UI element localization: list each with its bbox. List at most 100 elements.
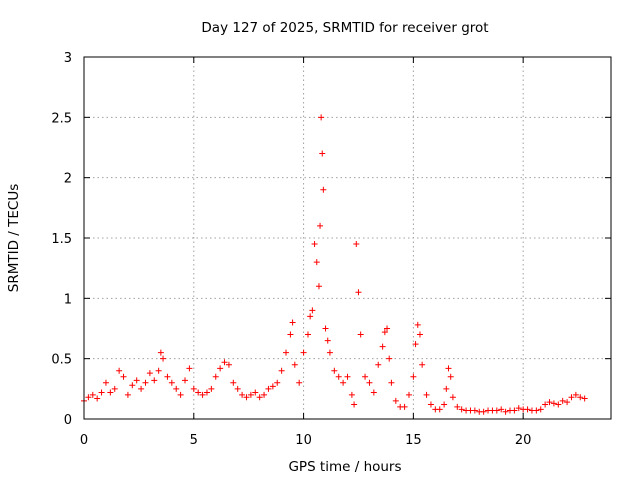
data-point — [155, 367, 162, 374]
data-point — [515, 405, 522, 412]
data-point — [186, 365, 193, 372]
data-point — [326, 349, 333, 356]
data-point — [278, 367, 285, 374]
data-point — [436, 406, 443, 413]
data-point — [564, 399, 571, 406]
data-point — [230, 379, 237, 386]
x-tick-label: 0 — [80, 433, 88, 448]
data-point — [304, 331, 311, 338]
data-point — [208, 385, 215, 392]
data-point — [443, 385, 450, 392]
y-tick-label: 0.5 — [51, 353, 72, 368]
data-point — [414, 321, 421, 328]
data-point — [252, 389, 259, 396]
data-point — [480, 408, 487, 415]
data-point — [116, 367, 123, 374]
data-point — [401, 403, 408, 410]
data-point — [265, 385, 272, 392]
data-point — [173, 385, 180, 392]
data-point — [419, 361, 426, 368]
data-point — [384, 325, 391, 332]
data-point — [577, 394, 584, 401]
data-point — [410, 373, 417, 380]
data-point — [572, 391, 579, 398]
data-point — [546, 399, 553, 406]
data-point — [164, 373, 171, 380]
data-point — [243, 394, 250, 401]
y-tick-label: 1 — [64, 292, 72, 307]
data-point — [348, 391, 355, 398]
data-point — [533, 407, 540, 414]
data-point — [441, 401, 448, 408]
data-point — [320, 186, 327, 193]
data-point — [331, 367, 338, 374]
x-tick-label: 5 — [190, 433, 198, 448]
data-point — [129, 382, 136, 389]
data-point — [351, 401, 358, 408]
data-point — [234, 385, 241, 392]
data-point — [98, 389, 105, 396]
data-point — [366, 379, 373, 386]
data-point — [283, 349, 290, 356]
data-point — [157, 349, 164, 356]
axis-ticks: 0 5 10 15 20 0 0.5 1 1.5 2 2.5 3 — [51, 51, 611, 448]
data-point — [94, 395, 101, 402]
data-point — [445, 365, 452, 372]
data-point — [225, 361, 232, 368]
data-point — [524, 406, 531, 413]
data-point — [555, 401, 562, 408]
chart-title: Day 127 of 2025, SRMTID for receiver gro… — [201, 20, 488, 36]
data-point — [269, 383, 276, 390]
data-point — [335, 373, 342, 380]
data-point — [289, 319, 296, 326]
data-point — [146, 370, 153, 377]
data-point — [324, 337, 331, 344]
data-point — [493, 407, 500, 414]
y-tick-label: 2.5 — [51, 111, 72, 126]
data-point — [581, 395, 588, 402]
data-point — [355, 289, 362, 296]
data-point — [322, 325, 329, 332]
data-point — [261, 391, 268, 398]
data-point — [190, 385, 197, 392]
data-point — [203, 389, 210, 396]
data-point — [405, 391, 412, 398]
data-point — [247, 391, 254, 398]
y-tick-label: 3 — [64, 51, 72, 66]
data-point — [85, 394, 92, 401]
data-point — [151, 377, 158, 384]
x-tick-label: 15 — [405, 433, 422, 448]
data-point — [160, 355, 167, 362]
data-point — [199, 391, 206, 398]
data-point — [449, 394, 456, 401]
data-point — [313, 259, 320, 266]
data-point — [315, 283, 322, 290]
data-point — [471, 407, 478, 414]
data-point — [133, 377, 140, 384]
data-point — [542, 401, 549, 408]
data-point — [416, 331, 423, 338]
y-tick-label: 2 — [64, 172, 72, 187]
data-point — [120, 373, 127, 380]
data-point — [287, 331, 294, 338]
data-point — [195, 389, 202, 396]
data-point — [256, 394, 263, 401]
data-point — [168, 379, 175, 386]
data-point — [340, 379, 347, 386]
data-point — [142, 379, 149, 386]
data-point — [392, 397, 399, 404]
data-point — [370, 389, 377, 396]
data-point — [89, 391, 96, 398]
y-tick-label: 1.5 — [51, 232, 72, 247]
data-point — [362, 373, 369, 380]
data-point — [311, 241, 318, 248]
data-points — [81, 114, 588, 415]
data-point — [307, 313, 314, 320]
data-point — [107, 389, 114, 396]
data-point — [111, 385, 118, 392]
data-point — [317, 222, 324, 229]
data-point — [318, 114, 325, 121]
data-point — [412, 341, 419, 348]
